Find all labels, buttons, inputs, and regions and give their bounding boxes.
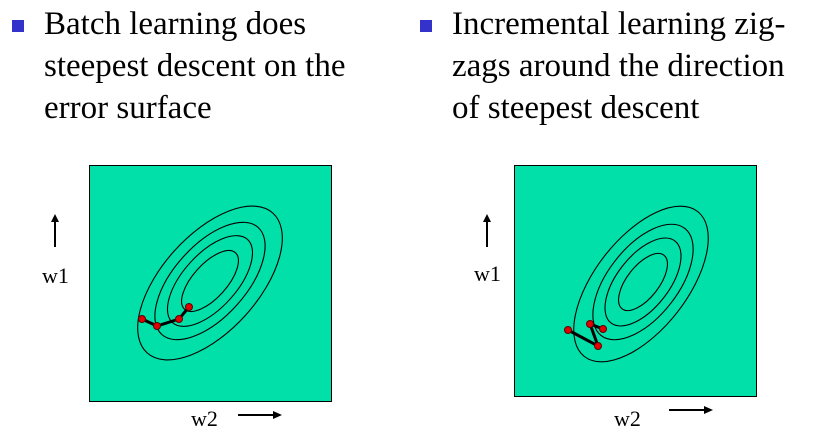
right-w1-label: w1 bbox=[474, 261, 501, 286]
right-descent-point-4 bbox=[599, 325, 607, 333]
left-descent-path bbox=[141, 306, 191, 328]
right-bullet-line-3: of steepest descent bbox=[452, 90, 700, 126]
left-contour-3 bbox=[154, 221, 266, 341]
right-w2-label: w2 bbox=[614, 406, 641, 431]
left-contours bbox=[137, 205, 283, 361]
right-right-arrow-icon bbox=[669, 406, 713, 414]
right-contours bbox=[564, 205, 709, 363]
right-contour-1 bbox=[618, 252, 668, 312]
left-descent-point-4 bbox=[185, 303, 193, 311]
left-right-arrow-icon bbox=[238, 411, 282, 419]
right-error-surface-plot bbox=[514, 165, 757, 397]
right-contour-4 bbox=[573, 205, 709, 363]
right-contour-3 bbox=[592, 223, 694, 341]
right-bullet-marker bbox=[420, 20, 432, 32]
left-error-surface-plot bbox=[89, 165, 332, 402]
left-bullet-line-2: steepest descent on the bbox=[44, 48, 346, 84]
right-bullet-line-2: zags around the direction bbox=[452, 48, 785, 84]
left-up-arrow-icon bbox=[51, 214, 59, 247]
right-zigzag-path bbox=[567, 321, 604, 350]
right-descent-point-1 bbox=[564, 326, 572, 334]
right-descent-point-3 bbox=[586, 320, 594, 328]
left-contour-1 bbox=[181, 250, 239, 312]
left-contour-4 bbox=[137, 205, 283, 361]
right-up-arrow-icon bbox=[483, 214, 491, 247]
left-w1-label: w1 bbox=[42, 263, 69, 288]
right-descent-point-2 bbox=[594, 342, 602, 350]
left-bullet-line-1: Batch learning does bbox=[44, 6, 307, 42]
left-w2-label: w2 bbox=[191, 406, 218, 431]
left-descent-point-2 bbox=[153, 322, 161, 330]
right-bullet-line-1: Incremental learning zig- bbox=[452, 6, 786, 42]
left-descent-point-1 bbox=[138, 315, 146, 323]
left-bullet-line-3: error surface bbox=[44, 90, 212, 126]
right-contour-2 bbox=[604, 237, 682, 327]
left-bullet-marker bbox=[12, 20, 24, 32]
left-descent-point-3 bbox=[175, 315, 183, 323]
